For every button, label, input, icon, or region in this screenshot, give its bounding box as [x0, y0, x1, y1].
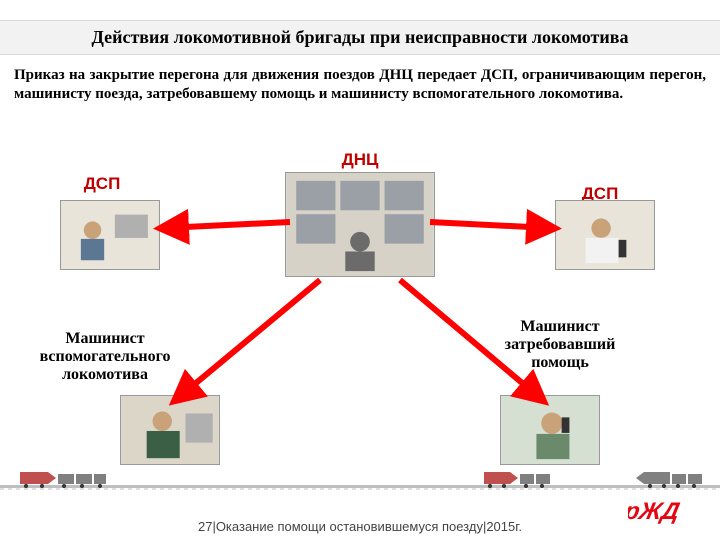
slide-title: Действия локомотивной бригады при неиспр…: [0, 20, 720, 55]
train-icon: [20, 468, 110, 495]
rzd-logo: pЖД: [628, 497, 700, 530]
photo-dsp-left: [60, 200, 160, 270]
label-requesting-driver: Машинист затребовавший помощь: [480, 318, 640, 372]
label-dnc: ДНЦ: [330, 150, 390, 170]
photo-dnc: [285, 172, 435, 277]
photo-dsp-right: [555, 200, 655, 270]
label-text: локомотива: [62, 366, 148, 383]
svg-text:pЖД: pЖД: [628, 498, 682, 525]
train-icon: [636, 468, 706, 495]
label-text: вспомогательного: [40, 348, 171, 365]
label-dsp-left: ДСП: [72, 174, 132, 194]
photo-req-driver: [500, 395, 600, 465]
footer-text: 27|Оказание помощи остановившемуся поезд…: [0, 519, 720, 534]
label-text: Машинист: [520, 318, 599, 335]
body-paragraph: Приказ на закрытие перегона для движения…: [14, 66, 706, 104]
label-aux-driver: Машинист вспомогательного локомотива: [20, 330, 190, 384]
photo-aux-driver: [120, 395, 220, 465]
train-icon: [484, 468, 564, 495]
label-text: затребовавший: [505, 336, 616, 353]
label-text: помощь: [531, 354, 589, 371]
label-text: Машинист: [65, 330, 144, 347]
